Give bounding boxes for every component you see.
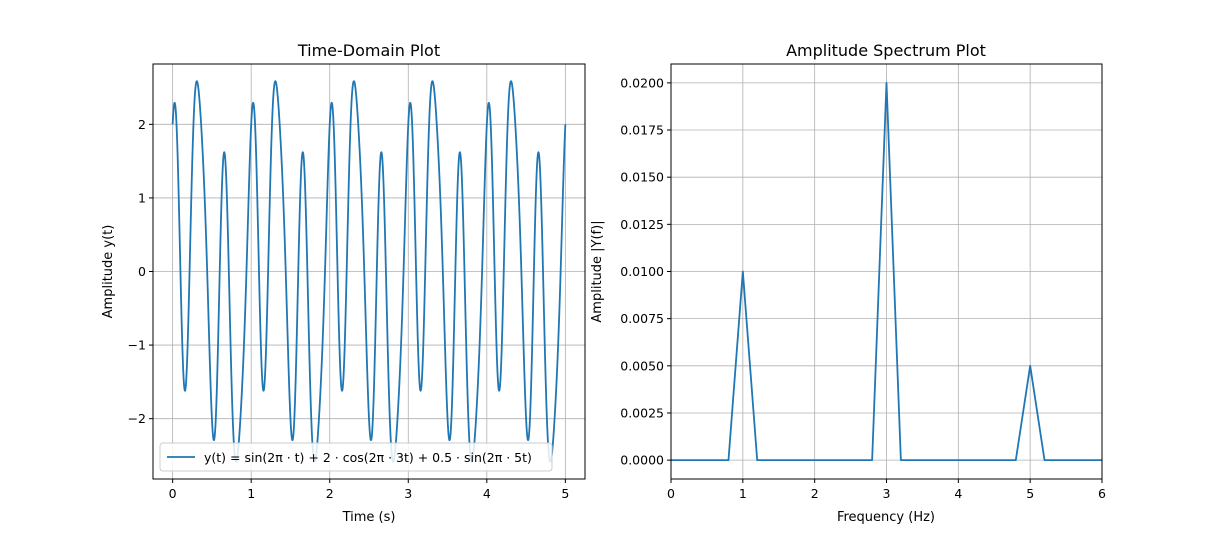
y-tick-label: 1: [138, 190, 146, 205]
time-domain-title: Time-Domain Plot: [297, 41, 440, 60]
x-tick-label: 6: [1098, 486, 1106, 501]
y-tick-label: 0.0100: [620, 264, 664, 279]
spectrum-y-label: Amplitude |Y(f)|: [590, 220, 605, 322]
y-tick-label: 0.0150: [620, 170, 664, 185]
x-tick-label: 5: [1026, 486, 1034, 501]
spectrum-x-label: Frequency (Hz): [837, 510, 935, 525]
y-tick-label: 0: [138, 264, 146, 279]
time-domain-x-ticks: 0 1 2 3 4 5: [169, 479, 569, 501]
time-domain-y-ticks: −2 −1 0 1 2: [128, 117, 153, 426]
spectrum-title: Amplitude Spectrum Plot: [786, 41, 986, 60]
x-tick-label: 3: [883, 486, 891, 501]
time-domain-legend: y(t) = sin(2π · t) + 2 · cos(2π · 3t) + …: [159, 442, 553, 472]
x-tick-label: 1: [739, 486, 747, 501]
x-tick-label: 2: [326, 486, 334, 501]
time-domain-axes: Time-Domain Plot 0 1 2 3 4 5 −2 −1 0 1 2 Time (s)…: [101, 41, 586, 525]
spectrum-line: [671, 81, 1102, 462]
y-tick-label: 0.0075: [620, 311, 664, 326]
y-tick-label: 0.0000: [620, 453, 664, 468]
legend-box: [159, 442, 553, 472]
y-tick-label: −2: [128, 411, 146, 426]
x-tick-label: 3: [404, 486, 412, 501]
y-tick-label: 0.0125: [620, 217, 664, 232]
y-tick-label: −1: [128, 338, 146, 353]
x-tick-label: 0: [667, 486, 675, 501]
spectrum-x-ticks: 0 1 2 3 4 5 6: [667, 479, 1106, 501]
x-tick-label: 5: [561, 486, 569, 501]
y-tick-label: 0.0025: [620, 405, 664, 420]
x-tick-label: 0: [169, 486, 177, 501]
y-tick-label: 0.0050: [620, 358, 664, 373]
time-domain-y-label: Amplitude y(t): [101, 225, 116, 319]
y-tick-label: 0.0200: [620, 75, 664, 90]
x-tick-label: 4: [483, 486, 491, 501]
spectrum-series: [671, 81, 1102, 462]
legend-entry: y(t) = sin(2π · t) + 2 · cos(2π · 3t) + …: [204, 450, 532, 465]
x-tick-label: 4: [954, 486, 962, 501]
x-tick-label: 1: [247, 486, 255, 501]
time-domain-x-label: Time (s): [342, 510, 396, 525]
x-tick-label: 2: [811, 486, 819, 501]
y-tick-label: 0.0175: [620, 123, 664, 138]
y-tick-label: 2: [138, 117, 146, 132]
spectrum-y-ticks: 0.0000 0.0025 0.0050 0.0075 0.0100 0.0125 0.01…: [620, 75, 671, 468]
